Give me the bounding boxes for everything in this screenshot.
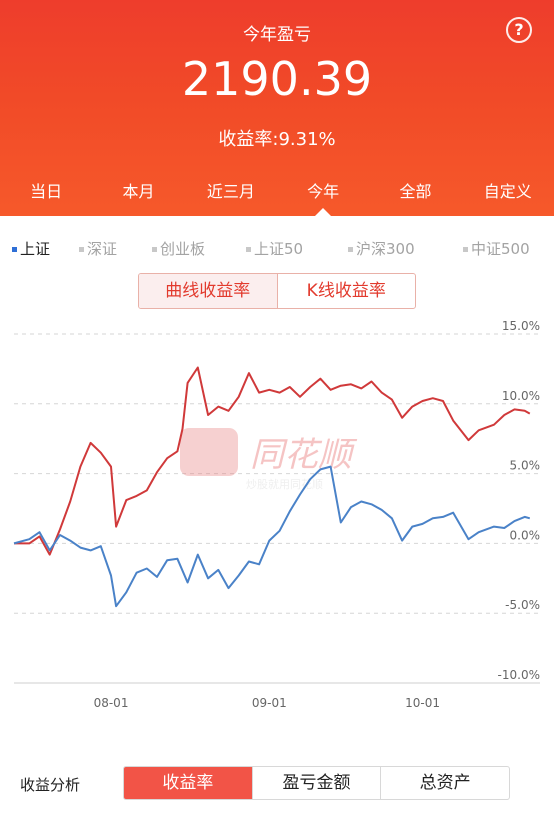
tab-custom[interactable]: 自定义	[483, 182, 532, 201]
legend-square-icon	[79, 247, 84, 252]
y-tick-label: -10.0%	[498, 668, 540, 682]
profit-amount: 2190.39	[181, 52, 373, 106]
index-csi500[interactable]: 中证500	[463, 238, 530, 259]
series-line-account	[14, 366, 531, 556]
legend-square-icon	[463, 247, 468, 252]
index-label: 上证	[20, 240, 51, 258]
index-sse50[interactable]: 上证50	[246, 238, 303, 259]
legend-square-icon	[12, 247, 17, 252]
legend-square-icon	[348, 247, 353, 252]
series-line-index	[13, 465, 531, 608]
summary-header: 今年盈亏 ? 2190.39 收益率:9.31% 当日 本月 近三月 今年 全部…	[0, 0, 554, 216]
legend-square-icon	[246, 247, 251, 252]
help-icon[interactable]: ?	[506, 17, 532, 43]
chart-type-toggle: 曲线收益率 K线收益率	[138, 273, 416, 309]
return-line-chart[interactable]: 同花顺 炒股就用同花顺 15.0% 10.0% 5.0% 0.0% -5.0% -10.0…	[0, 320, 554, 730]
tab-this-month[interactable]: 本月	[122, 182, 155, 201]
watermark-logo-icon	[180, 428, 238, 476]
analysis-label: 收益分析	[20, 776, 81, 794]
selected-period-indicator	[315, 208, 331, 216]
index-csi300[interactable]: 沪深300	[348, 238, 415, 259]
y-tick-label: -5.0%	[505, 598, 540, 612]
tab-this-year[interactable]: 今年	[307, 182, 340, 201]
y-tick-label: 15.0%	[502, 320, 540, 333]
legend-square-icon	[152, 247, 157, 252]
index-chinext[interactable]: 创业板	[152, 238, 205, 259]
watermark: 同花顺 炒股就用同花顺	[180, 428, 358, 491]
tab-last-three-months[interactable]: 近三月	[206, 182, 255, 201]
analysis-tabs: 收益率 盈亏金额 总资产	[123, 766, 510, 800]
tab-profit-amount[interactable]: 盈亏金额	[251, 767, 381, 799]
tab-return-rate[interactable]: 收益率	[124, 767, 252, 799]
kline-return-button[interactable]: K线收益率	[276, 274, 416, 308]
index-label: 沪深300	[356, 240, 415, 258]
index-label: 中证500	[471, 240, 530, 258]
y-tick-label: 10.0%	[502, 389, 540, 403]
index-shanghai[interactable]: 上证	[12, 238, 50, 259]
index-label: 创业板	[160, 240, 206, 258]
y-tick-label: 0.0%	[510, 528, 541, 542]
tab-today[interactable]: 当日	[30, 182, 63, 201]
tab-total-assets[interactable]: 总资产	[380, 767, 509, 799]
y-tick-label: 5.0%	[510, 459, 541, 473]
index-label: 上证50	[254, 240, 304, 258]
page-title: 今年盈亏	[243, 25, 311, 45]
x-tick-label: 10-01	[405, 696, 440, 710]
return-rate: 收益率:9.31%	[218, 129, 336, 150]
x-tick-label: 08-01	[94, 696, 129, 710]
tab-all[interactable]: 全部	[399, 182, 432, 201]
curve-return-button[interactable]: 曲线收益率	[139, 274, 277, 308]
index-selector: 上证 深证 创业板 上证50 沪深300 中证500	[0, 238, 554, 258]
watermark-brand: 同花顺	[250, 435, 358, 475]
index-label: 深证	[87, 240, 118, 258]
index-shenzhen[interactable]: 深证	[79, 238, 117, 259]
analysis-bar: 收益分析 收益率 盈亏金额 总资产	[0, 766, 554, 802]
period-tabs: 当日 本月 近三月 今年 全部 自定义	[0, 178, 554, 202]
x-tick-label: 09-01	[252, 696, 287, 710]
